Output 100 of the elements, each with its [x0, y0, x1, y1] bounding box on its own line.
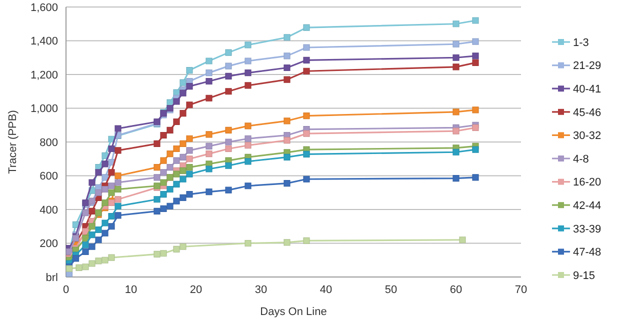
point	[472, 38, 479, 45]
x-tick-label: 40	[320, 284, 332, 296]
point	[452, 128, 460, 134]
point	[102, 230, 108, 236]
point	[284, 118, 290, 124]
point	[206, 94, 212, 102]
point	[180, 194, 186, 201]
point	[82, 234, 89, 242]
point	[284, 137, 290, 144]
point	[95, 226, 102, 234]
point	[88, 260, 96, 267]
point	[303, 24, 310, 31]
point	[244, 142, 252, 149]
point	[173, 98, 180, 105]
point	[186, 135, 193, 142]
point	[244, 122, 252, 130]
point	[173, 246, 180, 252]
point	[88, 208, 96, 214]
point	[472, 17, 479, 24]
y-tick-label: brl	[46, 272, 58, 284]
point	[82, 248, 89, 255]
point	[186, 83, 193, 90]
point	[95, 236, 102, 244]
point	[154, 196, 160, 203]
point	[180, 154, 186, 160]
point	[88, 223, 96, 230]
point	[114, 186, 122, 193]
x-tick-label: 70	[514, 284, 528, 296]
point	[114, 196, 122, 203]
point	[452, 40, 460, 48]
point	[225, 88, 232, 95]
point	[108, 182, 115, 190]
point	[166, 150, 174, 158]
point	[225, 162, 232, 169]
point	[284, 64, 290, 72]
point	[114, 172, 122, 180]
point	[303, 130, 310, 137]
point	[225, 49, 232, 56]
point	[206, 188, 212, 196]
legend-label: 33-39	[573, 223, 602, 236]
point	[206, 58, 212, 64]
point	[452, 64, 460, 70]
point	[88, 243, 96, 250]
point	[452, 108, 460, 116]
legend-label: 16-20	[573, 176, 602, 189]
point	[114, 125, 122, 132]
legend-label: 47-48	[573, 246, 602, 259]
y-tick-label: 600	[40, 170, 58, 183]
point	[225, 138, 232, 146]
legend-label: 40-41	[573, 83, 602, 96]
point	[180, 110, 186, 117]
point	[82, 242, 89, 248]
y-tick-label: 200	[40, 238, 58, 250]
point	[180, 243, 186, 250]
point	[108, 254, 115, 261]
point	[459, 236, 466, 244]
point	[244, 70, 252, 76]
y-tick-label: 800	[40, 136, 58, 149]
point	[452, 54, 460, 61]
point	[160, 250, 167, 257]
point	[102, 199, 108, 206]
y-tick-label: 1,200	[30, 69, 58, 82]
point	[244, 182, 252, 190]
point	[225, 145, 232, 152]
point	[186, 66, 193, 74]
point	[225, 72, 232, 80]
point	[102, 160, 108, 168]
point	[284, 180, 290, 187]
point	[452, 148, 460, 156]
point	[206, 70, 212, 76]
point	[206, 142, 212, 150]
point	[114, 202, 122, 210]
point	[154, 140, 160, 147]
point	[472, 52, 479, 60]
point	[206, 150, 212, 158]
point	[206, 166, 212, 172]
point	[108, 212, 115, 220]
x-tick-label: 0	[62, 284, 70, 296]
point	[180, 176, 186, 182]
point	[225, 126, 232, 134]
point	[160, 169, 167, 176]
legend-label: 9-15	[573, 270, 596, 282]
point	[102, 186, 108, 193]
point	[225, 62, 232, 70]
point	[166, 186, 174, 193]
point	[186, 102, 193, 108]
point	[225, 186, 232, 194]
point	[108, 169, 115, 176]
point	[303, 237, 310, 244]
point	[284, 34, 290, 41]
point	[154, 174, 160, 181]
point	[173, 145, 180, 152]
point	[303, 56, 310, 64]
point	[173, 180, 180, 188]
point	[160, 157, 167, 164]
point	[108, 223, 115, 230]
point	[303, 44, 310, 51]
point	[472, 124, 479, 131]
legend-label: 4-8	[573, 153, 589, 166]
point	[160, 191, 167, 198]
